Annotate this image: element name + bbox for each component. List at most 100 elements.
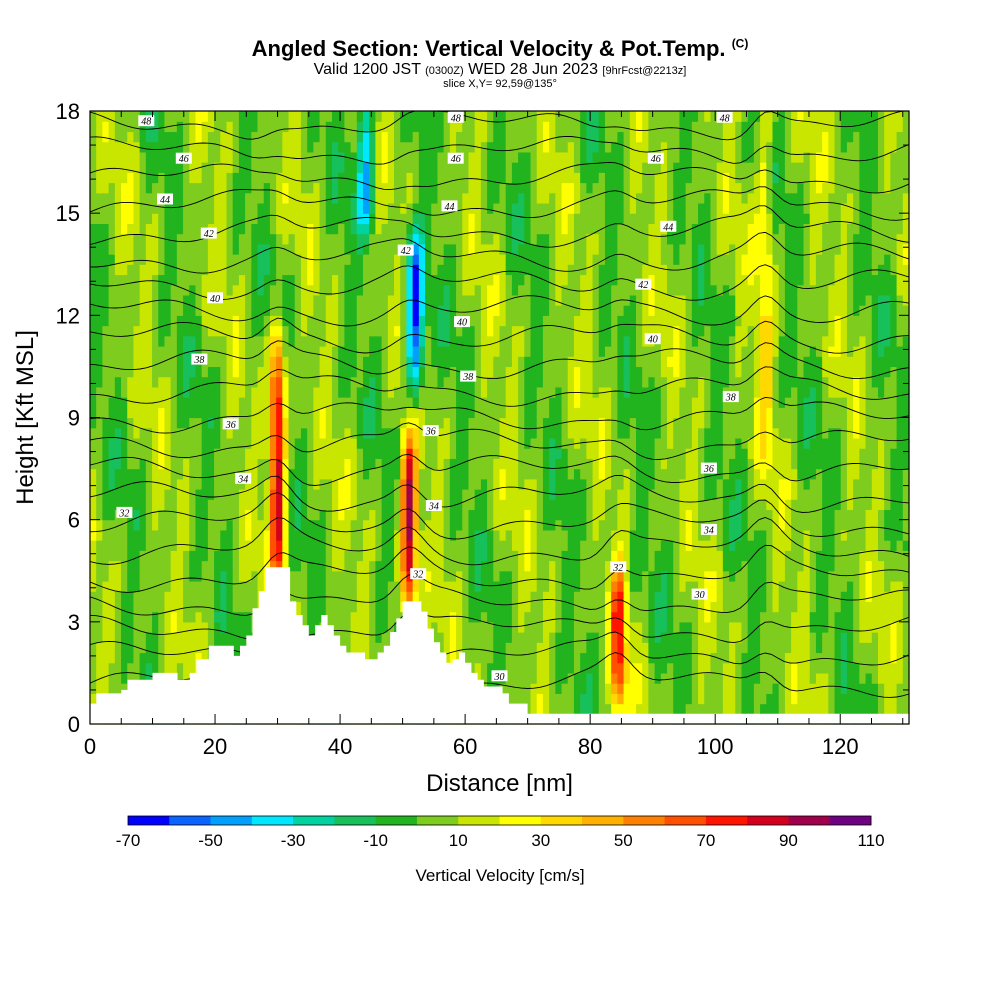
velocity-cell [604, 662, 612, 674]
velocity-cell [102, 121, 110, 133]
velocity-cell [313, 407, 321, 419]
velocity-cell [195, 397, 203, 408]
velocity-cell [394, 601, 401, 613]
velocity-cell [418, 519, 426, 531]
velocity-cell [108, 499, 116, 511]
velocity-cell [189, 437, 197, 449]
velocity-cell [387, 111, 395, 122]
velocity-cell [592, 703, 600, 715]
velocity-cell [567, 642, 575, 654]
velocity-cell [276, 223, 283, 235]
velocity-cell [449, 397, 457, 408]
velocity-cell [263, 202, 271, 214]
velocity-cell [133, 591, 141, 602]
velocity-cell [338, 111, 345, 122]
velocity-cell [220, 111, 228, 122]
velocity-cell [412, 305, 420, 316]
velocity-cell [518, 315, 525, 327]
velocity-cell [189, 243, 197, 255]
velocity-cell [170, 233, 178, 245]
velocity-cell [108, 580, 116, 592]
velocity-cell [573, 580, 581, 592]
velocity-cell [598, 162, 606, 173]
velocity-cell [294, 254, 302, 265]
velocity-cell [573, 458, 581, 470]
velocity-cell [170, 284, 178, 296]
velocity-cell [170, 141, 178, 153]
velocity-cell [536, 509, 544, 521]
velocity-cell [195, 529, 203, 541]
velocity-cell [102, 274, 110, 286]
velocity-cell [257, 478, 265, 490]
velocity-cell [418, 284, 426, 296]
velocity-cell [412, 437, 420, 449]
velocity-cell [542, 407, 550, 419]
velocity-cell [387, 591, 395, 602]
velocity-cell [325, 202, 333, 214]
velocity-cell [158, 489, 166, 500]
velocity-cell [406, 468, 414, 480]
velocity-cell [189, 162, 197, 173]
velocity-cell [232, 519, 240, 531]
velocity-cell [207, 243, 215, 255]
velocity-cell [530, 202, 538, 214]
velocity-cell [468, 550, 476, 562]
velocity-cell [152, 202, 159, 214]
velocity-cell [90, 437, 97, 449]
velocity-cell [350, 601, 358, 613]
velocity-cell [288, 141, 296, 153]
velocity-cell [375, 601, 383, 613]
velocity-cell [121, 621, 128, 633]
velocity-cell [443, 162, 451, 173]
velocity-cell [505, 693, 513, 705]
velocity-cell [592, 591, 600, 602]
velocity-cell [282, 540, 290, 551]
velocity-cell [96, 448, 103, 459]
velocity-cell [505, 570, 513, 582]
velocity-cell [542, 621, 550, 633]
velocity-cell [170, 448, 178, 459]
velocity-cell [387, 529, 395, 541]
velocity-cell [344, 131, 352, 143]
velocity-cell [319, 427, 327, 439]
velocity-cell [102, 509, 110, 521]
velocity-cell [325, 284, 333, 296]
velocity-cell [394, 529, 401, 541]
velocity-cell [425, 458, 432, 470]
velocity-cell [375, 448, 383, 459]
velocity-cell [257, 560, 265, 572]
velocity-cell [338, 591, 345, 602]
velocity-cell [412, 345, 420, 357]
velocity-cell [90, 560, 97, 572]
velocity-cell [350, 458, 358, 470]
velocity-cell [220, 386, 228, 398]
velocity-cell [474, 468, 482, 480]
velocity-cell [480, 213, 488, 224]
velocity-cell [462, 478, 470, 490]
velocity-cell [524, 662, 532, 674]
velocity-cell [152, 294, 159, 306]
velocity-cell [549, 427, 556, 439]
velocity-cell [269, 162, 277, 173]
velocity-cell [412, 162, 420, 173]
velocity-cell [555, 202, 563, 214]
velocity-cell [505, 356, 513, 368]
velocity-cell [468, 284, 476, 296]
velocity-cell [580, 437, 587, 449]
velocity-cell [121, 243, 128, 255]
velocity-cell [294, 540, 302, 551]
velocity-cell [139, 468, 147, 480]
velocity-cell [598, 202, 606, 214]
velocity-cell [189, 427, 197, 439]
velocity-cell [592, 468, 600, 480]
velocity-cell [524, 550, 532, 562]
velocity-cell [592, 182, 600, 194]
velocity-cell [269, 233, 277, 245]
velocity-cell [176, 540, 184, 551]
velocity-cell [511, 386, 519, 398]
velocity-cell [294, 437, 302, 449]
velocity-cell [418, 325, 426, 337]
velocity-cell [468, 611, 476, 623]
velocity-cell [561, 580, 569, 592]
velocity-cell [307, 345, 314, 357]
